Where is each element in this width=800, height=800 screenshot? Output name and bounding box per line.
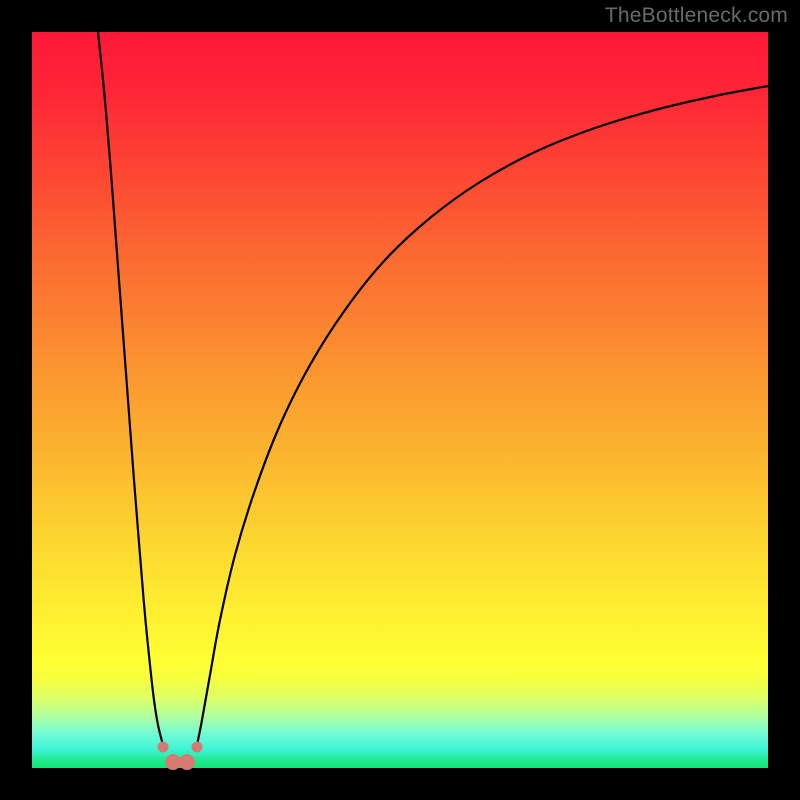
optimal-marker-2 xyxy=(179,754,195,770)
optimal-marker-1 xyxy=(165,754,181,770)
watermark-text: TheBottleneck.com xyxy=(605,4,788,28)
optimal-marker-0 xyxy=(158,742,169,753)
optimal-marker-3 xyxy=(192,742,203,753)
curve-right xyxy=(197,86,768,745)
bottleneck-curve-chart xyxy=(0,0,800,800)
curve-left xyxy=(98,32,163,745)
